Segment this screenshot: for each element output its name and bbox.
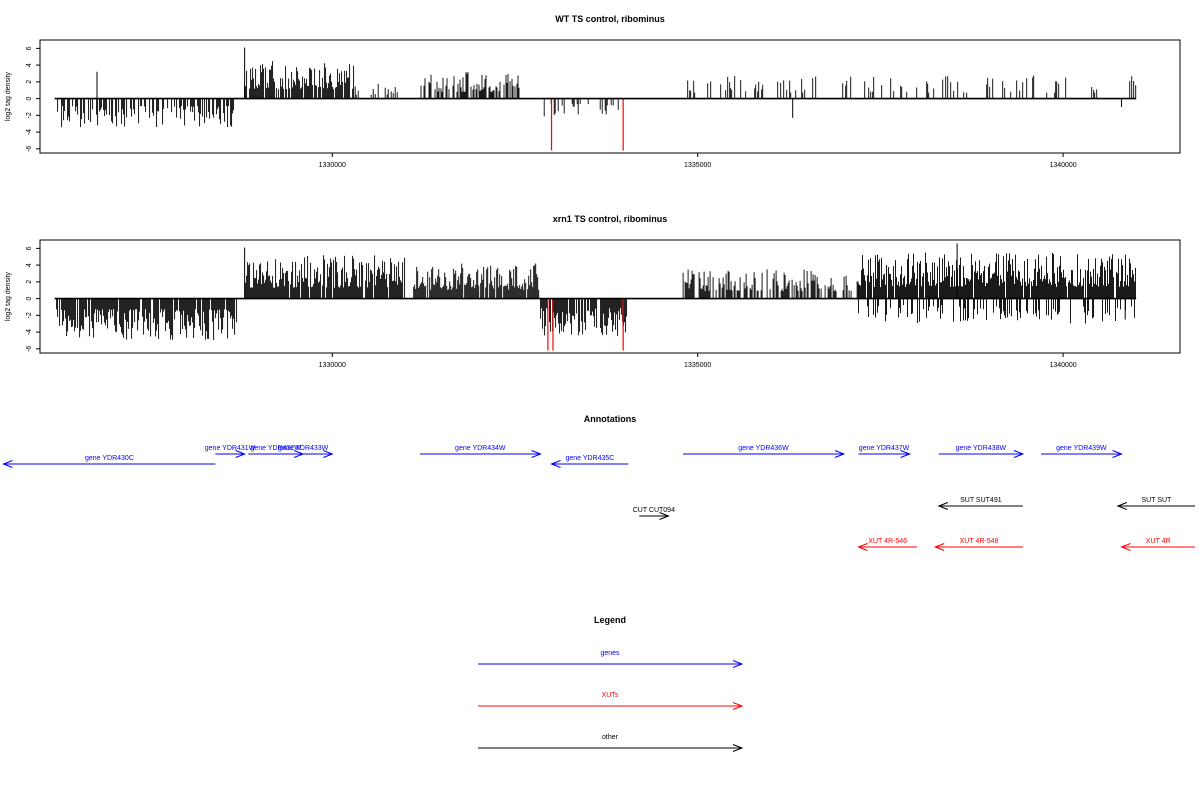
- plot-frame: [39, 39, 1181, 154]
- arrow-head: [323, 450, 334, 458]
- x-tick-label: 1335000: [684, 362, 711, 369]
- y-tick-label: -4: [26, 329, 33, 335]
- legend-title: Legend: [594, 615, 626, 625]
- legend-entry-label: genes: [600, 650, 620, 657]
- annotation-label: gene YDR431W: [205, 445, 256, 452]
- x-tick-label: 1330000: [319, 162, 346, 169]
- arrow-head: [659, 512, 670, 520]
- density-bars: [57, 47, 1137, 151]
- arrow-head: [900, 450, 911, 458]
- y-tick-label: -2: [26, 112, 33, 118]
- annotation-label: gene YDR434W: [455, 445, 506, 452]
- annotation-label: XUT 4R-548: [960, 538, 999, 545]
- arrow-head: [857, 543, 868, 551]
- arrow-head: [1120, 543, 1131, 551]
- x-tick-label: 1330000: [319, 362, 346, 369]
- annotation-feature: XUT 4R-548: [933, 538, 1023, 551]
- plot-frame: [39, 239, 1181, 354]
- y-tick-label: -2: [26, 312, 33, 318]
- y-tick-label: 6: [26, 246, 33, 250]
- annotation-label: XUT 4R-546: [868, 538, 907, 545]
- annotations-title: Annotations: [584, 414, 637, 424]
- arrow-head: [732, 702, 744, 710]
- arrow-head: [1116, 502, 1128, 510]
- arrow-head: [933, 543, 945, 551]
- arrow-head: [937, 502, 949, 510]
- annotation-feature: gene YDR430C: [2, 455, 216, 468]
- annotation-feature: gene YDR434W: [420, 445, 542, 458]
- chart-title: xrn1 TS control, ribominus: [553, 214, 668, 224]
- annotation-label: gene YDR438W: [956, 445, 1007, 452]
- annotation-label: SUT SUT491: [960, 497, 1002, 504]
- y-tick-label: -6: [26, 146, 33, 152]
- x-tick-label: 1335000: [684, 162, 711, 169]
- annotation-feature: XUT 4R: [1120, 538, 1195, 551]
- arrow-head: [2, 460, 13, 468]
- arrow-head: [834, 450, 846, 458]
- legend-entry-label: other: [602, 734, 619, 741]
- annotation-label: gene YDR432W: [250, 445, 301, 452]
- arrow-head: [732, 744, 744, 752]
- chart-title: WT TS control, ribominus: [555, 14, 665, 24]
- annotation-label: gene YDR433W: [278, 445, 329, 452]
- y-tick-label: -6: [26, 346, 33, 352]
- legend: Legend genes XUTs other: [478, 615, 744, 752]
- annotation-feature: gene YDR433W: [273, 445, 334, 458]
- annotation-feature: gene YDR437W: [858, 445, 911, 458]
- annotation-label: gene YDR439W: [1056, 445, 1107, 452]
- annotation-feature: CUT CUT094: [633, 507, 675, 520]
- y-axis-label: log2 tag density: [5, 271, 12, 321]
- arrow-head: [1112, 450, 1123, 458]
- annotation-label: gene YDR435C: [565, 455, 614, 462]
- annotation-feature: XUT 4R-546: [857, 538, 917, 551]
- arrow-head: [550, 460, 561, 468]
- annotation-label: XUT 4R: [1146, 538, 1171, 545]
- annotation-label: gene YDR430C: [85, 455, 134, 462]
- y-tick-label: 0: [26, 97, 33, 101]
- y-tick-label: 2: [26, 80, 33, 84]
- legend-entry: other: [478, 734, 744, 752]
- annotation-label: SUT SUT: [1142, 497, 1173, 504]
- y-axis-label: log2 tag density: [5, 71, 12, 121]
- annotation-feature: gene YDR438W: [938, 445, 1025, 458]
- y-tick-label: 6: [26, 46, 33, 50]
- arrow-head: [732, 660, 744, 668]
- annotation-label: gene YDR436W: [738, 445, 789, 452]
- y-tick-label: 4: [26, 263, 33, 267]
- chart-panel-1: WT TS control, ribominus log2 tag density…: [5, 14, 1181, 169]
- legend-entry: XUTs: [478, 692, 744, 710]
- annotation-feature: gene YDR439W: [1041, 445, 1123, 458]
- density-bars: [56, 243, 1136, 351]
- legend-entry: genes: [478, 650, 744, 668]
- y-tick-label: 2: [26, 280, 33, 284]
- y-tick-label: 4: [26, 63, 33, 67]
- arrow-head: [235, 450, 246, 458]
- y-tick-label: 0: [26, 297, 33, 301]
- chart-panel-2: xrn1 TS control, ribominus log2 tag densi…: [5, 214, 1181, 369]
- arrow-head: [1013, 450, 1025, 458]
- annotation-feature: SUT SUT: [1116, 497, 1195, 510]
- annotation-feature: SUT SUT491: [937, 497, 1023, 510]
- x-tick-label: 1340000: [1049, 362, 1076, 369]
- annotation-label: gene YDR437W: [859, 445, 910, 452]
- legend-entry-label: XUTs: [602, 692, 619, 699]
- x-tick-label: 1340000: [1049, 162, 1076, 169]
- annotation-feature: gene YDR431W: [205, 445, 256, 458]
- annotation-feature: gene YDR436W: [683, 445, 846, 458]
- y-tick-label: -4: [26, 129, 33, 135]
- annotation-feature: gene YDR435C: [550, 455, 629, 468]
- annotation-label: CUT CUT094: [633, 507, 675, 514]
- arrow-head: [531, 450, 542, 458]
